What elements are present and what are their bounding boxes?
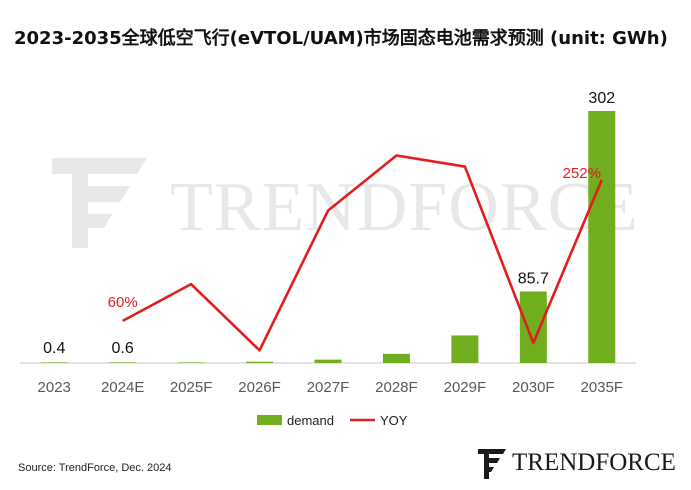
bar-demand-2029F: [451, 335, 479, 363]
x-tick-label: 2024E: [101, 379, 144, 396]
bar-value-label: 0.4: [43, 340, 65, 357]
bar-value-label: 85.7: [518, 270, 549, 287]
watermark-text: TRENDFORCE: [170, 169, 639, 246]
bar-demand-2026F: [246, 361, 274, 363]
legend-yoy-label: YOY: [380, 413, 408, 428]
chart-title: 2023-2035全球低空飞行(eVTOL/UAM)市场固态电池需求预测 (un…: [14, 28, 668, 49]
bar-demand-2024E: [109, 362, 137, 363]
bar-demand-2023: [40, 362, 68, 363]
trendforce-watermark: TRENDFORCE: [52, 158, 639, 248]
line-yoy: [122, 154, 603, 352]
x-tick-label: 2030F: [512, 379, 555, 396]
trendforce-watermark-icon: [52, 158, 147, 248]
bar-demand-2027F: [314, 359, 342, 363]
x-tick-label: 2027F: [307, 379, 350, 396]
x-tick-label: 2035F: [581, 379, 624, 396]
bar-demand-2030F: [519, 291, 547, 363]
bar-demand-2035F: [588, 111, 616, 363]
trendforce-logo-icon: [478, 449, 506, 479]
yoy-value-label: 252%: [563, 165, 601, 182]
legend-demand-swatch: [257, 415, 282, 425]
bar-value-label: 302: [588, 90, 615, 107]
legend-demand-label: demand: [287, 413, 334, 428]
trendforce-logo: TRENDFORCE: [478, 446, 678, 480]
x-tick-label: 2028F: [375, 379, 418, 396]
x-tick-label: 2029F: [444, 379, 487, 396]
bar-value-label: 0.6: [112, 340, 134, 357]
bar-demand-2028F: [382, 353, 410, 363]
x-tick-label: 2025F: [170, 379, 213, 396]
source-note: Source: TrendForce, Dec. 2024: [18, 462, 172, 474]
x-tick-label: 2026F: [238, 379, 281, 396]
x-tick-label: 2023: [38, 379, 71, 396]
bar-demand-2025F: [177, 362, 205, 363]
yoy-value-label: 60%: [108, 294, 138, 311]
logo-text: TRENDFORCE: [512, 449, 676, 476]
